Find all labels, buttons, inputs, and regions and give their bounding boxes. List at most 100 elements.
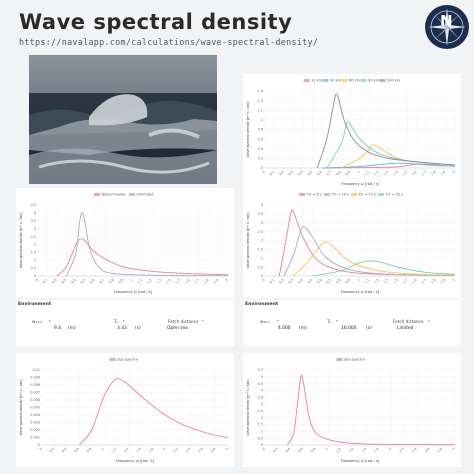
x-tick-label: 0.5 <box>307 170 313 176</box>
y-tick-label: 1.5 <box>258 248 263 252</box>
wind-speed-value[interactable]: 4.000 <box>278 326 291 331</box>
chevron-down-icon[interactable]: ▾ <box>202 319 204 323</box>
legend-label[interactable]: 30 km <box>330 79 342 83</box>
legend-label[interactable]: 90 km <box>368 79 380 83</box>
y-tick-label: 0.008 <box>30 383 40 387</box>
chart-sea-spectra-right: 0 0.5 1 1.5 2 2.5 3 3.5 4 4.5 5 5.5 0 0.2 0.4 0.6 0.8 1 1.… <box>246 358 456 463</box>
x-tick-label: 1.2 <box>146 278 152 284</box>
x-tick-label: 1.9 <box>440 278 446 284</box>
y-tick-label: 0.01 <box>32 368 40 372</box>
y-tick-label: 1.4 <box>258 99 263 103</box>
legend-swatch[interactable] <box>341 79 348 82</box>
y-tick-label: 0.4 <box>258 147 263 151</box>
y-tick-label: 0 <box>34 274 36 278</box>
legend-label[interactable]: Unlimited <box>137 193 154 197</box>
legend-label[interactable]: 240 km <box>387 79 401 83</box>
x-tick-label: 0.2 <box>49 447 55 453</box>
y-tick-label: 3 <box>261 221 263 225</box>
x-axis-label: Frequency ω [rad / s] <box>341 182 380 186</box>
fetch-distance-value[interactable]: Limited <box>397 326 414 331</box>
x-tick-label: 1 <box>356 170 360 174</box>
x-tick-label: 0.2 <box>51 278 57 284</box>
legend-swatch[interactable] <box>324 193 330 196</box>
legend-label[interactable]: 10 km <box>311 79 323 83</box>
legend-label[interactable]: TO = 15 s <box>358 193 377 197</box>
fetch-distance-label: Fetch distance <box>393 319 424 324</box>
chevron-down-icon[interactable]: ▾ <box>123 319 125 323</box>
wind-speed-value[interactable]: 9.4 <box>54 326 61 331</box>
y-axis-label: Wave spectral density [m² s / rad] <box>246 379 250 435</box>
peak-period-value[interactable]: 10.000 <box>341 326 357 331</box>
legend-label[interactable]: TO = 20 s <box>385 193 404 197</box>
x-axis-label: Frequency ω [rad / s] <box>114 290 153 294</box>
y-tick-label: 1.6 <box>258 89 263 93</box>
legend-swatch[interactable] <box>336 358 343 361</box>
peak-period-value[interactable]: 3.43 <box>117 326 127 331</box>
legend-swatch[interactable] <box>94 193 100 196</box>
legend-swatch[interactable] <box>378 193 384 196</box>
legend-label[interactable]: 60 km <box>349 79 361 83</box>
x-tick-label: 1.4 <box>165 278 171 284</box>
chart-sea-spectra-left: 0 0.001 0.002 0.003 0.004 0.005 0.006 0.007 0.00… <box>19 358 229 463</box>
environment-title: Environment <box>245 302 279 307</box>
legend-label[interactable]: Sea spectra <box>344 358 365 362</box>
chevron-down-icon[interactable]: ▾ <box>428 319 430 323</box>
legend-swatch[interactable] <box>322 79 329 82</box>
x-tick-label: 1.7 <box>194 278 200 284</box>
y-tick-label: 1 <box>261 118 263 122</box>
legend-label[interactable]: TO = 5 s <box>306 193 322 197</box>
x-tick-label: 2.8 <box>437 447 443 453</box>
x-tick-label: 2.6 <box>197 447 203 453</box>
page-title: Wave spectral density <box>19 10 293 34</box>
x-tick-label: 0.9 <box>118 278 124 284</box>
fetch-distance-value[interactable]: Open sea <box>167 326 188 331</box>
y-tick-label: 0 <box>261 274 263 278</box>
y-tick-label: 0.2 <box>258 157 263 161</box>
legend-swatch[interactable] <box>379 79 386 82</box>
legend-label[interactable]: TO = 10 s <box>331 193 350 197</box>
x-tick-label: 0.3 <box>288 278 294 284</box>
navalapp-logo[interactable]: N <box>425 5 469 49</box>
chevron-down-icon[interactable]: ▾ <box>336 319 338 323</box>
y-tick-label: 0 <box>261 166 263 170</box>
peak-period-label: Tₚ <box>327 319 332 324</box>
chevron-down-icon[interactable]: ▾ <box>49 319 51 323</box>
x-tick-label: 1.7 <box>421 278 427 284</box>
x-tick-label: 2 <box>451 170 455 174</box>
legend-swatch[interactable] <box>360 79 367 82</box>
x-tick-label: 2.2 <box>399 447 405 453</box>
x-tick-label: 0.5 <box>80 278 86 284</box>
x-tick-label: 1.6 <box>361 447 367 453</box>
x-tick-label: 1.1 <box>364 170 370 176</box>
y-axis-label: Wave spectral density [m² s / rad] <box>19 212 23 268</box>
legend-swatch[interactable] <box>303 79 310 82</box>
x-tick-label: 0.7 <box>326 170 332 176</box>
y-tick-label: 0.007 <box>30 391 40 395</box>
series-line <box>66 212 229 277</box>
x-tick-label: 0.7 <box>99 278 105 284</box>
legend-label[interactable]: Bretschneider <box>102 193 127 197</box>
x-tick-label: 0 <box>38 447 42 451</box>
y-tick-label: 0.001 <box>30 436 40 440</box>
x-tick-label: 0.4 <box>61 447 67 453</box>
legend-swatch[interactable] <box>129 193 135 196</box>
legend-swatch[interactable] <box>299 193 305 196</box>
legend-swatch[interactable] <box>109 358 116 361</box>
y-tick-label: 1 <box>261 430 263 434</box>
y-tick-label: 0.005 <box>30 406 40 410</box>
chart-card-fetch: 0 0.2 0.4 0.6 0.8 1 1.2 1.4 1.6 0 0.1 0.2 0.3 0.4 0.5 0… <box>243 74 461 190</box>
x-tick-label: 0.8 <box>108 278 114 284</box>
x-tick-label: 0 <box>34 278 38 282</box>
x-axis-label: Frequency ω [rad / s] <box>341 459 380 463</box>
x-tick-label: 0.9 <box>345 278 351 284</box>
x-tick-label: 1 <box>356 278 360 282</box>
legend-label[interactable]: Sea spectra <box>117 358 138 362</box>
y-tick-label: 2 <box>261 239 263 243</box>
page-url[interactable]: https://navalapp.com/calculations/wave-s… <box>19 37 319 47</box>
x-tick-label: 0.8 <box>310 447 316 453</box>
y-tick-label: 1.5 <box>31 251 36 255</box>
peak-period-label: Tₚ <box>114 319 119 324</box>
chevron-down-icon[interactable]: ▾ <box>277 319 279 323</box>
legend-swatch[interactable] <box>351 193 357 196</box>
x-tick-label: 1.5 <box>402 170 408 176</box>
